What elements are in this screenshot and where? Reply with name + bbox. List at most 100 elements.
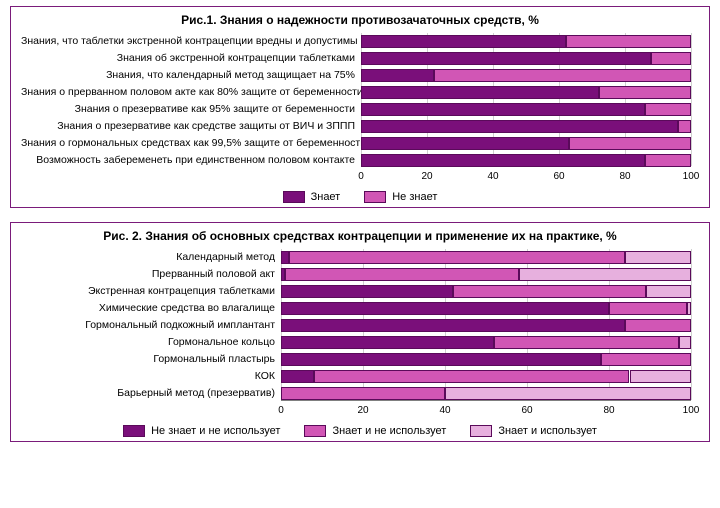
category-label: Химические средства во влагалище	[21, 303, 275, 315]
bar-area	[361, 137, 691, 150]
category-label: Знания, что календарный метод защищает н…	[21, 70, 355, 82]
bar-segment-k_u	[630, 370, 692, 383]
bar-segment-knows	[361, 86, 599, 99]
x-tick-label: 20	[357, 405, 368, 416]
bar-segment-k_nu	[601, 353, 691, 366]
legend-item: Знает и не использует	[304, 425, 446, 437]
legend-label: Не знает и не использует	[151, 425, 280, 437]
bar-segment-nk_nu	[281, 251, 289, 264]
bar-row: Знания, что календарный метод защищает н…	[21, 67, 699, 84]
bar-segment-k_u	[687, 302, 691, 315]
bar-segment-k_u	[679, 336, 691, 349]
bar-area	[281, 353, 691, 366]
bar-segment-k_nu	[609, 302, 687, 315]
bar-segment-knows	[361, 137, 569, 150]
category-label: Знания об экстренной контрацепции таблет…	[21, 53, 355, 65]
bar-segment-knows	[361, 69, 434, 82]
category-label: Гормональный пластырь	[21, 354, 275, 366]
legend-item: Знает и использует	[470, 425, 597, 437]
bar-row: Гормональный подкожный имплантант	[21, 317, 699, 334]
bar-row: Знания об экстренной контрацепции таблет…	[21, 50, 699, 67]
bar-row: Гормональный пластырь	[21, 351, 699, 368]
x-tick-label: 100	[683, 171, 700, 182]
bar-segment-nk_nu	[281, 370, 314, 383]
bar-segment-k_u	[519, 268, 691, 281]
x-tick-label: 80	[603, 405, 614, 416]
chart2-title: Рис. 2. Знания об основных средствах кон…	[21, 229, 699, 243]
category-label: Экстренная контрацепция таблетками	[21, 286, 275, 298]
page: Рис.1. Знания о надежности противозачато…	[0, 0, 720, 508]
legend-label: Знает и не использует	[332, 425, 446, 437]
bar-segment-knows	[361, 154, 645, 167]
bar-area	[281, 302, 691, 315]
bar-segment-notknows	[651, 52, 691, 65]
bar-area	[281, 268, 691, 281]
bar-row: Знания, что таблетки экстренной контраце…	[21, 33, 699, 50]
bar-segment-knows	[361, 103, 645, 116]
legend-swatch	[304, 425, 326, 437]
bar-segment-nk_nu	[281, 336, 494, 349]
legend-item: Знает	[283, 191, 341, 203]
bar-row: Возможность забеременеть при единственно…	[21, 152, 699, 169]
bar-area	[361, 52, 691, 65]
bar-segment-notknows	[599, 86, 691, 99]
bar-segment-k_nu	[453, 285, 646, 298]
bar-segment-nk_nu	[281, 302, 609, 315]
bar-segment-notknows	[569, 137, 691, 150]
x-tick-label: 20	[421, 171, 432, 182]
category-label: Календарный метод	[21, 252, 275, 264]
bar-area	[281, 251, 691, 264]
x-tick-label: 40	[439, 405, 450, 416]
chart1-legend: Знает Не знает	[21, 191, 699, 203]
category-label: Знания, что таблетки экстренной контраце…	[21, 36, 355, 48]
legend-swatch	[283, 191, 305, 203]
bar-segment-nk_nu	[281, 319, 625, 332]
bar-segment-knows	[361, 52, 651, 65]
chart2-panel: Рис. 2. Знания об основных средствах кон…	[10, 222, 710, 442]
bar-row: Календарный метод	[21, 249, 699, 266]
bar-area	[281, 285, 691, 298]
legend-label: Знает и использует	[498, 425, 597, 437]
bar-area	[281, 387, 691, 400]
bar-row: Барьерный метод (презерватив)	[21, 385, 699, 402]
x-tick-label: 0	[278, 405, 284, 416]
chart1-plot: 020406080100 Знания, что таблетки экстре…	[21, 33, 699, 185]
legend-swatch	[364, 191, 386, 203]
bar-row: Прерванный половой акт	[21, 266, 699, 283]
bar-segment-notknows	[434, 69, 691, 82]
legend-label: Не знает	[392, 191, 437, 203]
category-label: Возможность забеременеть при единственно…	[21, 155, 355, 167]
bar-row: Гормональное кольцо	[21, 334, 699, 351]
bar-segment-k_nu	[494, 336, 679, 349]
bar-segment-knows	[361, 120, 678, 133]
bar-area	[281, 319, 691, 332]
x-tick-label: 60	[553, 171, 564, 182]
bar-row: Химические средства во влагалище	[21, 300, 699, 317]
x-tick-label: 60	[521, 405, 532, 416]
bar-segment-nk_nu	[281, 285, 453, 298]
bar-segment-notknows	[645, 154, 691, 167]
chart1-title: Рис.1. Знания о надежности противозачато…	[21, 13, 699, 27]
bar-area	[361, 103, 691, 116]
bar-row: КОК	[21, 368, 699, 385]
legend-swatch	[470, 425, 492, 437]
chart2-plot: 020406080100 Календарный методПрерванный…	[21, 249, 699, 419]
bar-segment-knows	[361, 35, 566, 48]
category-label: Знания о прерванном половом акте как 80%…	[21, 87, 355, 99]
category-label: Прерванный половой акт	[21, 269, 275, 281]
legend-label: Знает	[311, 191, 341, 203]
bar-area	[361, 154, 691, 167]
category-label: КОК	[21, 371, 275, 383]
bar-row: Знания о гормональных средствах как 99,5…	[21, 135, 699, 152]
category-label: Знания о презервативе как средстве защит…	[21, 121, 355, 133]
bar-row: Знания о презервативе как средстве защит…	[21, 118, 699, 135]
bar-area	[361, 35, 691, 48]
bar-segment-k_nu	[289, 251, 625, 264]
x-tick-label: 40	[487, 171, 498, 182]
bar-segment-nk_nu	[281, 353, 601, 366]
bar-row: Экстренная контрацепция таблетками	[21, 283, 699, 300]
bar-segment-k_nu	[281, 387, 445, 400]
bar-area	[281, 370, 691, 383]
legend-item: Не знает и не использует	[123, 425, 280, 437]
category-label: Барьерный метод (презерватив)	[21, 388, 275, 400]
